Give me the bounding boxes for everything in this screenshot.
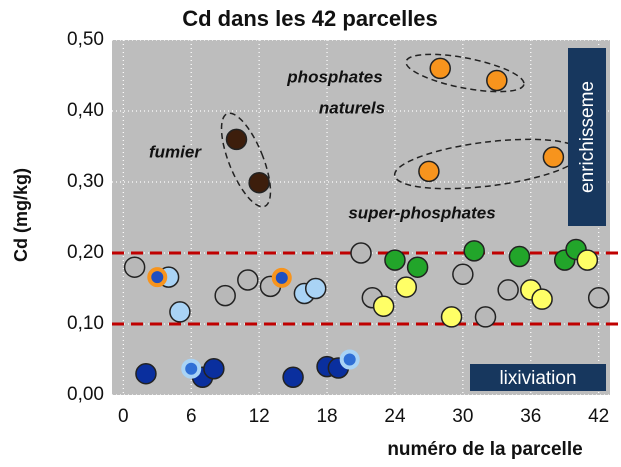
plot-area: [112, 40, 610, 395]
point: [169, 301, 191, 323]
point: [225, 128, 248, 151]
point: [418, 160, 440, 183]
y-tick-label: 0,20: [67, 242, 104, 263]
point: [486, 69, 508, 92]
point: [248, 171, 270, 194]
point: [463, 240, 485, 262]
annotation: fumier: [149, 142, 202, 161]
y-tick-label: 0,50: [67, 29, 104, 50]
x-tick-label: 42: [588, 406, 609, 427]
x-tick-label: 30: [452, 406, 473, 427]
group-ellipse: [405, 53, 525, 93]
point: [395, 276, 418, 298]
point: [384, 249, 406, 271]
point: [123, 256, 146, 278]
point: [406, 256, 429, 278]
point: [587, 286, 610, 309]
point: [542, 146, 565, 168]
x-axis-label: numéro de la parcelle: [387, 439, 582, 460]
y-tick-label: 0,40: [67, 100, 104, 121]
point: [181, 358, 202, 379]
point: [508, 245, 531, 268]
y-tick-label: 0,00: [67, 384, 104, 405]
point: [576, 249, 599, 271]
point: [271, 267, 292, 288]
point: [214, 284, 236, 307]
x-tick-label: 0: [118, 406, 129, 427]
point: [282, 366, 304, 388]
annotation: phosphates: [286, 67, 382, 86]
annotation: super-phosphates: [348, 203, 495, 222]
x-tick-label: 12: [249, 406, 270, 427]
point: [237, 269, 259, 291]
x-tick-label: 6: [186, 406, 197, 427]
point: [531, 288, 553, 310]
label-box: [470, 364, 606, 391]
point: [474, 306, 497, 328]
chart-title: Cd dans les 42 parcelles: [182, 6, 438, 31]
point: [203, 357, 225, 380]
point: [440, 306, 463, 328]
point: [147, 267, 168, 288]
group-ellipse: [220, 112, 272, 208]
point: [304, 277, 327, 300]
label-box: [568, 48, 606, 226]
y-tick-label: 0,10: [67, 313, 104, 334]
y-axis-label: Cd (mg/kg): [11, 168, 31, 262]
x-tick-label: 36: [520, 406, 541, 427]
y-tick-label: 0,30: [67, 171, 104, 192]
point: [429, 57, 451, 80]
x-tick-label: 24: [384, 406, 406, 427]
point: [339, 349, 360, 370]
point: [452, 263, 474, 286]
point: [135, 362, 157, 385]
annotation: enrichisseme: [577, 81, 598, 193]
x-tick-label: 18: [316, 406, 337, 427]
point: [372, 295, 395, 317]
annotation: naturels: [319, 98, 385, 117]
point: [350, 242, 372, 264]
annotation: lixiviation: [499, 368, 576, 389]
point: [497, 279, 519, 301]
